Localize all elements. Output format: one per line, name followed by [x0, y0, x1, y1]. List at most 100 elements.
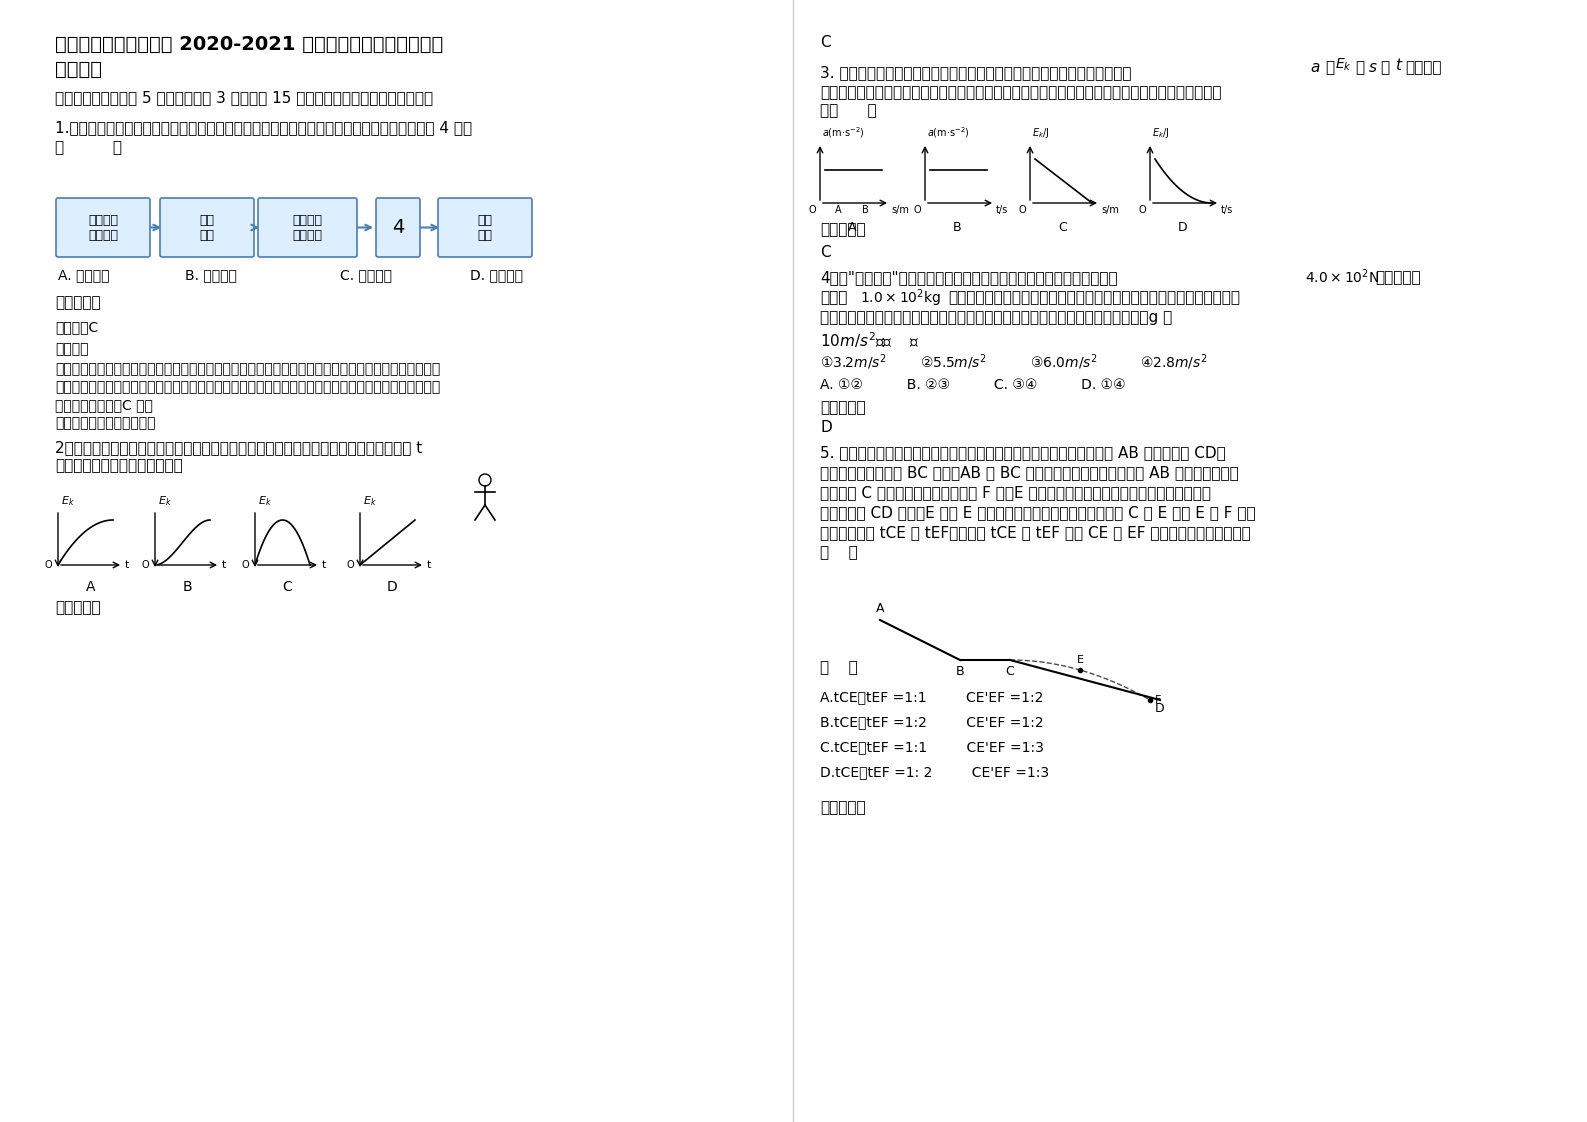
Text: C: C [820, 35, 830, 50]
Text: D: D [1155, 702, 1165, 715]
Text: 动时间分别为 tCE 和 tEF，则关于 tCE 和 tEF 以及 CE 和 EF 的比例关系可能正确的是: 动时间分别为 tCE 和 tEF，则关于 tCE 和 tEF 以及 CE 和 E… [820, 525, 1251, 540]
Text: 广，即实验检验。C 正确: 广，即实验检验。C 正确 [56, 398, 152, 412]
Text: 出假设，根据假设进行逻辑推理，然后对自己的逻辑推理进行实验验证，紧接着要对实验结论进行修正推: 出假设，根据假设进行逻辑推理，然后对自己的逻辑推理进行实验验证，紧接着要对实验结… [56, 380, 440, 394]
Text: B: B [862, 205, 868, 215]
Text: t/s: t/s [997, 205, 1008, 215]
Text: 4: 4 [392, 218, 405, 237]
Text: 的货物时，该货物刚好能在平板车上开始滑动；若配送员推平板车由静止: 的货物时，该货物刚好能在平板车上开始滑动；若配送员推平板车由静止 [947, 289, 1239, 305]
Text: O: O [914, 205, 920, 215]
Text: 【答案】C: 【答案】C [56, 320, 98, 334]
Text: A. 提出猜想: A. 提出猜想 [59, 268, 110, 282]
Text: C.tCE：tEF =1:1         CE'EF =1:3: C.tCE：tEF =1:1 CE'EF =1:3 [820, 741, 1044, 754]
Text: A: A [86, 580, 95, 594]
Text: $E_k$: $E_k$ [259, 494, 271, 508]
Text: O: O [346, 560, 354, 570]
Text: F: F [1155, 695, 1162, 705]
Text: D: D [820, 420, 832, 435]
Text: O: O [1138, 205, 1146, 215]
Text: 的水平力推: 的水平力推 [1374, 270, 1420, 285]
Text: D: D [1178, 221, 1187, 234]
Text: （    ）: （ ） [820, 660, 857, 675]
Text: A.tCE：tEF =1:1         CE'EF =1:2: A.tCE：tEF =1:1 CE'EF =1:2 [820, 690, 1043, 703]
Text: $s$: $s$ [1368, 59, 1378, 75]
Text: 方向与轨道 CD 平行，E 点是 E 点在斜面上的垂直投影。设运动员从 C 到 E 与从 E 与 F 的运: 方向与轨道 CD 平行，E 点是 E 点在斜面上的垂直投影。设运动员从 C 到 … [820, 505, 1255, 519]
Text: ③$6.0m/s^2$: ③$6.0m/s^2$ [1030, 352, 1098, 371]
Text: $E_k$: $E_k$ [159, 494, 171, 508]
Text: s/m: s/m [1101, 205, 1119, 215]
Text: B: B [954, 221, 962, 234]
Text: C: C [1059, 221, 1066, 234]
Text: 参考答案：: 参考答案： [820, 222, 865, 237]
Text: O: O [808, 205, 816, 215]
FancyBboxPatch shape [259, 197, 357, 257]
Text: 分别表示: 分别表示 [1404, 59, 1441, 75]
Text: t: t [222, 560, 227, 570]
Text: ④$2.8m/s^2$: ④$2.8m/s^2$ [1139, 352, 1208, 371]
Text: D.tCE：tEF =1: 2         CE'EF =1:3: D.tCE：tEF =1: 2 CE'EF =1:3 [820, 765, 1049, 779]
Text: $E_k$/J: $E_k$/J [1152, 126, 1170, 140]
Text: B.tCE：tEF =1:2         CE'EF =1:2: B.tCE：tEF =1:2 CE'EF =1:2 [820, 715, 1044, 729]
FancyBboxPatch shape [376, 197, 421, 257]
Text: 运用逻辑
得出结论: 运用逻辑 得出结论 [292, 213, 322, 241]
Text: 1.（单选）伽利略在研究运动的过程中，创造了一套科学研究方法，如下框图所示；其中方框 4 中是: 1.（单选）伽利略在研究运动的过程中，创造了一套科学研究方法，如下框图所示；其中… [56, 120, 471, 135]
Text: B. 数学推理: B. 数学推理 [186, 268, 236, 282]
Text: $E_k$: $E_k$ [363, 494, 376, 508]
Text: $4.0\times10^2$N: $4.0\times10^2$N [1305, 267, 1379, 286]
Text: 四川省德阳市齐福中学 2020-2021 学年高一物理下学期期末试: 四川省德阳市齐福中学 2020-2021 学年高一物理下学期期末试 [56, 35, 443, 54]
Text: $a$: $a$ [1309, 59, 1320, 75]
Text: （    ）: （ ） [820, 545, 857, 560]
Text: B: B [955, 665, 965, 678]
Text: E: E [1076, 655, 1084, 665]
Text: $a$(m·s$^{-2}$): $a$(m·s$^{-2}$) [927, 126, 970, 140]
Text: 题含解析: 题含解析 [56, 59, 102, 79]
Text: 一、选择题：本题共 5 小题，每小题 3 分，共计 15 分。每小题只有一个选项符合题意: 一、选择题：本题共 5 小题，每小题 3 分，共计 15 分。每小题只有一个选项… [56, 90, 433, 105]
Text: C: C [820, 245, 830, 260]
FancyBboxPatch shape [160, 197, 254, 257]
Text: A. ①②          B. ②③          C. ③④          D. ①④: A. ①② B. ②③ C. ③④ D. ①④ [820, 378, 1125, 392]
Text: ①$3.2m/s^2$: ①$3.2m/s^2$ [820, 352, 887, 371]
Text: 、: 、 [1325, 59, 1335, 75]
Text: 是（      ）: 是（ ） [820, 103, 876, 118]
Text: A: A [847, 221, 857, 234]
Text: O: O [1019, 205, 1027, 215]
Text: O: O [141, 560, 149, 570]
Text: $E_k$/J: $E_k$/J [1032, 126, 1049, 140]
Text: ②$5.5m/s^2$: ②$5.5m/s^2$ [920, 352, 987, 371]
Text: t: t [427, 560, 432, 570]
Text: $E_k$: $E_k$ [1335, 57, 1352, 73]
Text: C: C [1006, 665, 1014, 678]
FancyBboxPatch shape [438, 197, 532, 257]
Text: 提出
假设: 提出 假设 [200, 213, 214, 241]
Text: $a$(m·s$^{-2}$): $a$(m·s$^{-2}$) [822, 126, 865, 140]
Text: $t$: $t$ [1395, 57, 1403, 73]
Text: 5. 如图是简化后的跳台滑雪的雪道示意图。整个雪道由倾斜的助滑雪道 AB 和着陆雪道 CD，: 5. 如图是简化后的跳台滑雪的雪道示意图。整个雪道由倾斜的助滑雪道 AB 和着陆… [820, 445, 1225, 460]
Text: D: D [387, 580, 398, 594]
Text: 物体运动的加速度大小、动能、位移的大小和运动的时间。则以下各图象中，能正确反映这一过程的: 物体运动的加速度大小、动能、位移的大小和运动的时间。则以下各图象中，能正确反映这… [820, 85, 1222, 100]
Text: 动一箱: 动一箱 [820, 289, 847, 305]
Text: 、: 、 [1355, 59, 1365, 75]
Text: 参考答案：: 参考答案： [56, 295, 100, 310]
Text: 试题分析：这是依据思维程序推孛的问题，这一套科学研究方法，需符合逻辑顺序，即通过观察现象，提: 试题分析：这是依据思维程序推孛的问题，这一套科学研究方法，需符合逻辑顺序，即通过… [56, 362, 440, 376]
Text: 和: 和 [1381, 59, 1389, 75]
Text: $E_k$: $E_k$ [60, 494, 75, 508]
Text: 2．右图显示跳水运动员从离开跳板到入水前的过程。下列正确反映运动员的动能随时间 t: 2．右图显示跳水运动员从离开跳板到入水前的过程。下列正确反映运动员的动能随时间 … [56, 440, 422, 456]
Text: D. 合理外推: D. 合理外推 [470, 268, 524, 282]
Text: O: O [44, 560, 52, 570]
Text: t: t [322, 560, 327, 570]
Text: 参考答案：: 参考答案： [56, 600, 100, 615]
Text: （          ）: （ ） [56, 140, 122, 155]
Text: $10m/s^2$）（    ）: $10m/s^2$）（ ） [820, 330, 920, 350]
Text: A: A [876, 603, 884, 615]
Text: 滑，到达 C 点后水平飞出，以后落到 F 点。E 是运动轨迹上的某一点，在该点运动员的速度: 滑，到达 C 点后水平飞出，以后落到 F 点。E 是运动轨迹上的某一点，在该点运… [820, 485, 1211, 500]
Text: s/m: s/m [890, 205, 909, 215]
Text: 以及水平的起跳平台 BC 组成，AB 与 BC 图滑连接。运动员从助滑雪道 AB 上由静止开始下: 以及水平的起跳平台 BC 组成，AB 与 BC 图滑连接。运动员从助滑雪道 AB… [820, 465, 1239, 480]
Text: O: O [241, 560, 249, 570]
Text: A: A [835, 205, 841, 215]
Text: 3. 物体在恒定阻力作用下，以某初速度在水平面上沿直线滑行直到停止。以: 3. 物体在恒定阻力作用下，以某初速度在水平面上沿直线滑行直到停止。以 [820, 65, 1132, 80]
Text: t: t [125, 560, 130, 570]
Text: t/s: t/s [1220, 205, 1233, 215]
Text: 参考答案：: 参考答案： [820, 401, 865, 415]
Text: 开始加速前进，要使此箱货物不从车上滑落，配送员推车时的加速度的取值可以（g 取: 开始加速前进，要使此箱货物不从车上滑落，配送员推车时的加速度的取值可以（g 取 [820, 310, 1173, 325]
Text: 变化的曲线是（忽略空气阻力）: 变化的曲线是（忽略空气阻力） [56, 458, 183, 473]
Text: 修正
推广: 修正 推广 [478, 213, 492, 241]
